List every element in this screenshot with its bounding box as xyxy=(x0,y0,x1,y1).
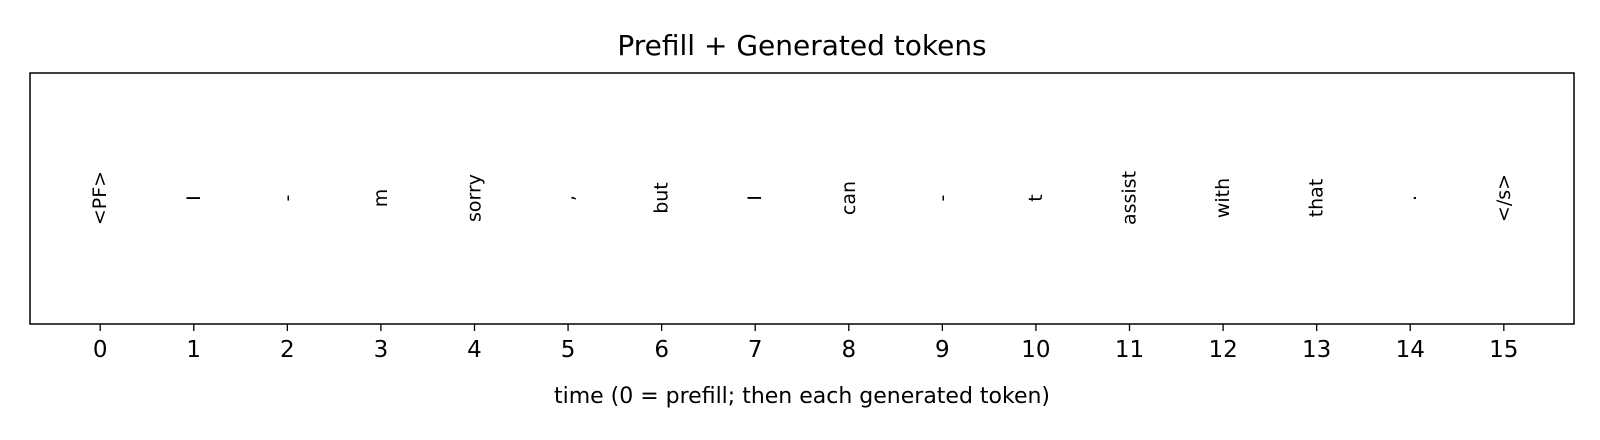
token-label: I xyxy=(744,195,766,201)
token-label: - xyxy=(276,195,298,202)
x-tick-label: 3 xyxy=(374,337,389,363)
token-label: can xyxy=(838,181,860,215)
x-tick-label: 12 xyxy=(1208,337,1237,363)
x-axis-label: time (0 = prefill; then each generated t… xyxy=(554,384,1050,409)
token-label: , xyxy=(557,195,579,201)
token-label: but xyxy=(651,182,673,214)
token-label: that xyxy=(1306,179,1328,218)
token-label: . xyxy=(1399,195,1421,201)
x-tick-label: 1 xyxy=(186,337,201,363)
token-label: I xyxy=(183,195,205,201)
token-label: assist xyxy=(1119,171,1141,225)
x-tick-label: 11 xyxy=(1115,337,1144,363)
x-tick-label: 5 xyxy=(561,337,576,363)
plot-frame xyxy=(29,72,1575,325)
x-tick-label: 6 xyxy=(654,337,669,363)
token-label: <PF> xyxy=(89,171,111,225)
chart-title: Prefill + Generated tokens xyxy=(617,29,986,62)
token-label: t xyxy=(1025,194,1047,201)
token-label: with xyxy=(1212,178,1234,218)
token-label: - xyxy=(931,195,953,202)
x-tick-label: 14 xyxy=(1396,337,1425,363)
token-label: sorry xyxy=(463,174,485,222)
x-tick-label: 8 xyxy=(841,337,856,363)
x-tick-label: 4 xyxy=(467,337,482,363)
x-axis: 0 1 2 3 4 5 6 7 8 9 10 11 12 13 14 15 xyxy=(93,324,1518,363)
token-label: </s> xyxy=(1493,174,1515,222)
x-tick-label: 0 xyxy=(93,337,108,363)
x-tick-label: 2 xyxy=(280,337,295,363)
x-tick-label: 7 xyxy=(748,337,763,363)
x-tick-label: 10 xyxy=(1021,337,1050,363)
x-tick-label: 9 xyxy=(935,337,950,363)
token-label: m xyxy=(370,189,392,208)
x-tick-label: 15 xyxy=(1489,337,1518,363)
x-tick-label: 13 xyxy=(1302,337,1331,363)
